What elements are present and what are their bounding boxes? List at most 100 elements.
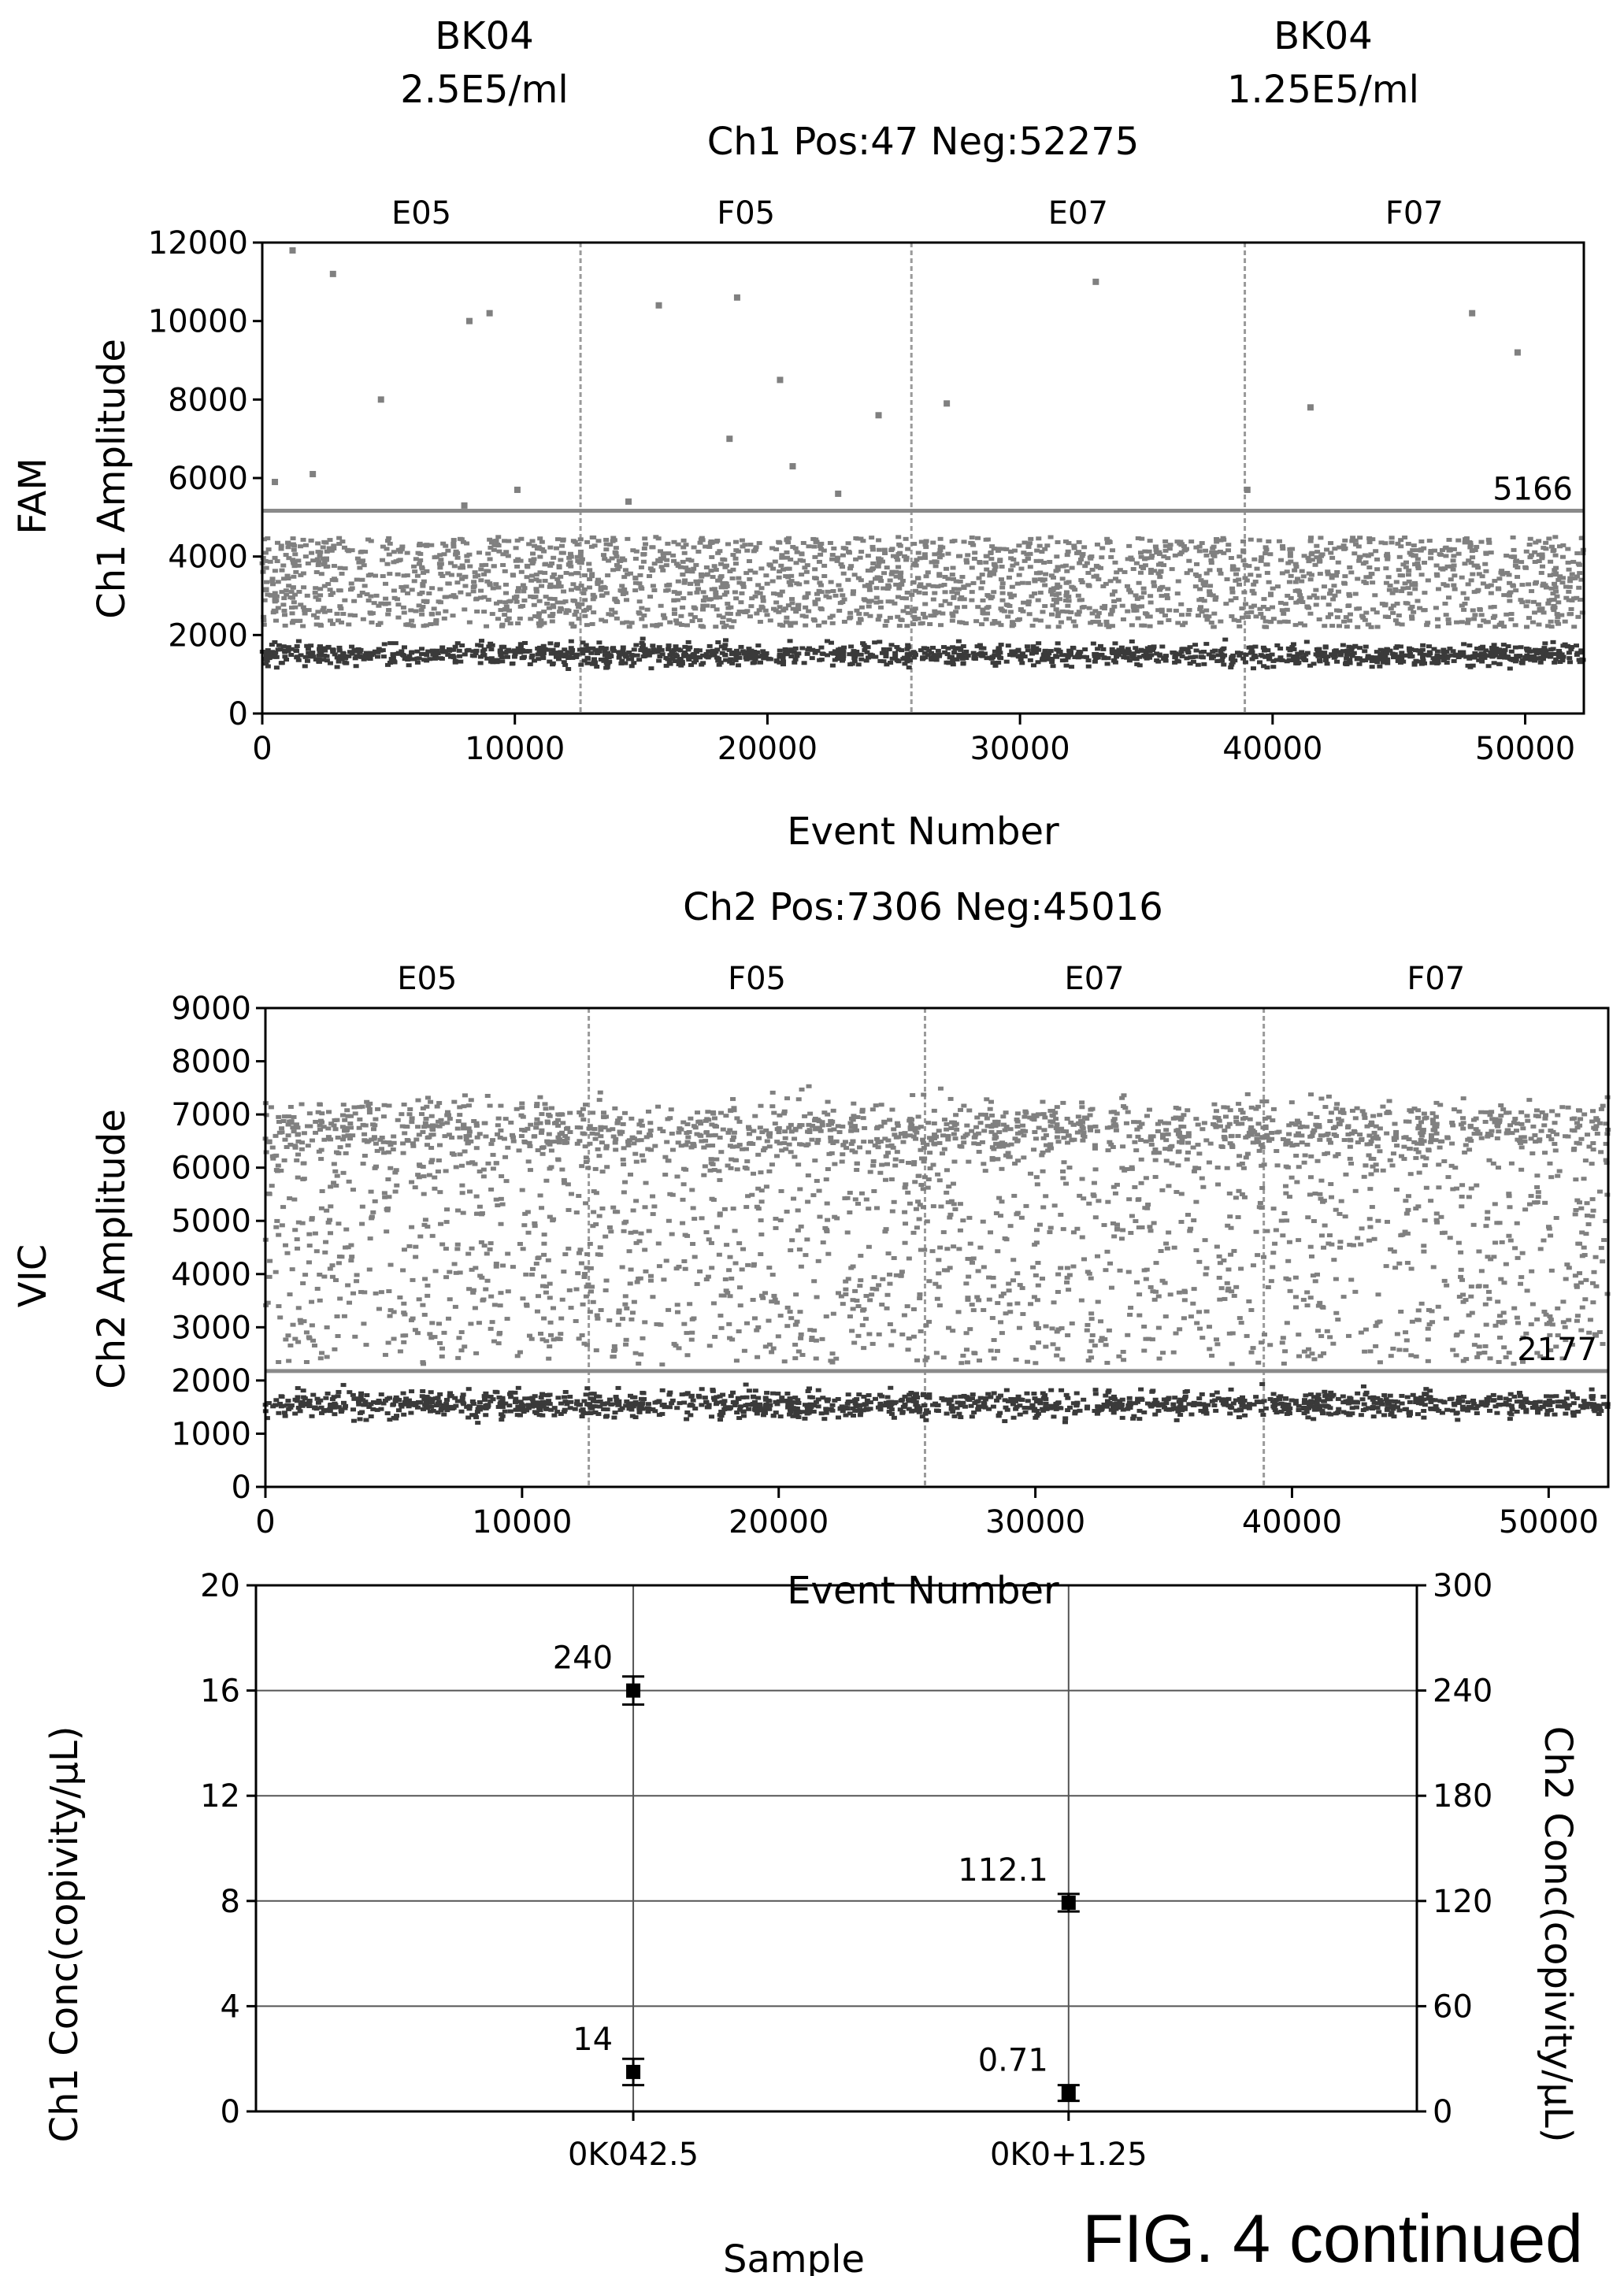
ch2-dye-label: VIC — [11, 1244, 55, 1308]
right-y-tick-label: 120 — [1433, 1884, 1492, 1920]
left-y-tick-label: 12 — [200, 1778, 240, 1814]
well-label: E05 — [391, 195, 451, 232]
x-tick-label: 20000 — [717, 731, 818, 767]
positive-droplet — [875, 412, 882, 419]
y-tick-label: 3000 — [171, 1310, 251, 1346]
ch2-plot-frame — [264, 1006, 1610, 1488]
left-y-tick-label: 8 — [221, 1884, 240, 1920]
x-tick-label: 50000 — [1499, 1504, 1599, 1540]
positive-droplet — [272, 478, 279, 485]
x-tick-label: 10000 — [472, 1504, 572, 1540]
x-tick-label: 0 — [255, 1504, 275, 1540]
y-tick-label: 4000 — [168, 539, 248, 576]
ch1-droplet-events — [259, 247, 1586, 672]
y-tick-label: 12000 — [148, 225, 248, 261]
right-sample-concentration: 1.25E5/ml — [1227, 68, 1419, 112]
data-point — [1061, 2085, 1076, 2100]
x-tick-label: 30000 — [985, 1504, 1085, 1540]
y-tick-label: 0 — [232, 1470, 251, 1506]
ch1-plot-title: Ch1 Pos:47 Neg:52275 — [707, 120, 1140, 164]
positive-droplet — [461, 502, 468, 509]
y-tick-label: 8000 — [168, 382, 248, 418]
data-label: 112.1 — [958, 1852, 1048, 1889]
left-y-tick-label: 4 — [221, 1989, 240, 2025]
positive-droplet — [625, 498, 632, 505]
positive-droplet — [310, 471, 317, 478]
concentration-plot: Ch1 Conc(copivity/µL) Ch2 Conc(copivity/… — [43, 1568, 1580, 2276]
ch2-droplet-events — [262, 1084, 1611, 1425]
ch2-plot-title: Ch2 Pos:7306 Neg:45016 — [683, 885, 1163, 929]
ch2-amplitude-plot: Ch2 Pos:7306 Neg:45016 Event Number VIC … — [11, 885, 1611, 1613]
y-tick-label: 4000 — [171, 1257, 251, 1293]
data-point — [1061, 1896, 1076, 1911]
x-tick-label: 20000 — [729, 1504, 829, 1540]
right-y-tick-label: 240 — [1433, 1674, 1492, 1710]
positive-droplet — [377, 396, 384, 403]
left-y-tick-label: 16 — [200, 1674, 240, 1710]
conc-x-axis-label: Sample — [723, 2237, 865, 2276]
well-label: F07 — [1385, 195, 1444, 232]
data-point — [626, 2064, 641, 2079]
well-label: F05 — [728, 961, 786, 997]
y-tick-label: 0 — [228, 696, 248, 732]
x-tick-label: 0 — [252, 731, 272, 767]
positive-droplet — [289, 247, 296, 254]
well-label: F07 — [1407, 961, 1465, 997]
ch1-conc-axis-label: Ch1 Conc(copivity/µL) — [43, 1726, 87, 2143]
positive-droplet — [1514, 349, 1521, 356]
y-tick-label: 6000 — [168, 461, 248, 497]
y-tick-label: 10000 — [148, 304, 248, 340]
y-tick-label: 8000 — [171, 1044, 251, 1081]
data-point — [626, 1683, 641, 1698]
left-y-tick-label: 20 — [200, 1568, 240, 1604]
positive-droplet — [486, 310, 493, 317]
positive-droplet — [1307, 404, 1314, 411]
ch1-dye-label: FAM — [11, 458, 55, 534]
right-y-tick-label: 300 — [1433, 1568, 1492, 1604]
y-tick-label: 1000 — [171, 1416, 251, 1452]
positive-droplet — [733, 294, 740, 301]
well-label: E07 — [1048, 195, 1108, 232]
positive-droplet — [655, 302, 662, 309]
positive-droplet — [514, 486, 521, 493]
ch1-x-axis-label: Event Number — [787, 810, 1059, 854]
well-label: F05 — [717, 195, 775, 232]
positive-droplet — [465, 317, 473, 324]
positive-droplet — [777, 376, 784, 384]
ch2-conc-axis-label: Ch2 Conc(copivity/µL) — [1536, 1726, 1580, 2143]
positive-droplet — [726, 436, 733, 443]
x-tick-label: 30000 — [970, 731, 1070, 767]
conc-plot-frame — [254, 1584, 1418, 2113]
right-y-tick-label: 60 — [1433, 1989, 1473, 2025]
y-tick-label: 6000 — [171, 1151, 251, 1187]
y-tick-label: 9000 — [171, 991, 251, 1027]
x-tick-label: 40000 — [1242, 1504, 1342, 1540]
figure-caption: FIG. 4 continued — [1082, 2201, 1583, 2276]
data-label: 14 — [573, 2022, 613, 2058]
left-sample-concentration: 2.5E5/ml — [400, 68, 568, 112]
positive-droplet — [1092, 278, 1099, 285]
positive-droplet — [329, 270, 336, 277]
well-label: E05 — [397, 961, 457, 997]
right-sample-name: BK04 — [1274, 14, 1372, 58]
positive-droplet — [789, 463, 796, 470]
positive-droplet — [835, 490, 842, 497]
category-label: 0K0+1.25 — [990, 2137, 1148, 2173]
data-label: 0.71 — [978, 2043, 1048, 2079]
right-y-tick-label: 180 — [1433, 1778, 1492, 1814]
category-label: 0K042.5 — [568, 2137, 699, 2173]
positive-droplet — [944, 400, 951, 407]
x-tick-label: 40000 — [1222, 731, 1322, 767]
y-tick-label: 7000 — [171, 1097, 251, 1133]
x-tick-label: 50000 — [1475, 731, 1575, 767]
ch1-y-axis-label: Ch1 Amplitude — [90, 339, 134, 619]
positive-droplet — [1244, 486, 1251, 493]
ch1-amplitude-plot: Ch1 Pos:47 Neg:52275 Event Number FAM Ch… — [11, 120, 1586, 854]
right-y-tick-label: 0 — [1433, 2094, 1452, 2130]
threshold-label: 2177 — [1517, 1332, 1597, 1368]
left-y-tick-label: 0 — [221, 2094, 240, 2130]
x-tick-label: 10000 — [465, 731, 565, 767]
ch2-y-axis-label: Ch2 Amplitude — [90, 1109, 134, 1389]
ch2-x-axis-label: Event Number — [787, 1569, 1059, 1613]
